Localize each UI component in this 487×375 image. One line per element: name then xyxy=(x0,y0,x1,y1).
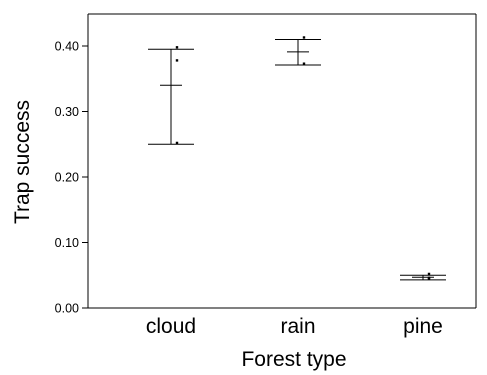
plot-frame xyxy=(88,14,476,308)
data-points xyxy=(176,36,430,279)
y-axis-ticks: 0.00 0.10 0.20 0.30 0.40 xyxy=(55,40,88,316)
y-tick-label: 0.00 xyxy=(55,302,79,316)
x-category-label: cloud xyxy=(146,315,196,338)
data-point-cloud xyxy=(176,59,178,61)
y-tick-label: 0.10 xyxy=(55,236,79,250)
y-tick-label: 0.30 xyxy=(55,105,79,119)
y-tick-label: 0.20 xyxy=(55,171,79,185)
data-point-rain xyxy=(303,36,305,38)
x-axis-category-labels: cloud rain pine xyxy=(146,315,443,338)
error-bar-pine xyxy=(400,275,446,280)
x-category-label: rain xyxy=(280,315,315,338)
data-point-cloud xyxy=(176,142,178,144)
y-tick-label: 0.40 xyxy=(55,40,79,54)
error-bar-rain xyxy=(275,39,321,65)
x-category-label: pine xyxy=(403,315,443,338)
y-axis-title: Trap success xyxy=(11,100,34,224)
error-bar-cloud xyxy=(148,49,194,144)
data-point-cloud xyxy=(176,46,178,48)
error-bars xyxy=(148,39,446,279)
data-point-pine xyxy=(428,273,430,275)
data-point-pine xyxy=(428,277,430,279)
x-axis-title: Forest type xyxy=(241,348,346,371)
data-point-rain xyxy=(303,62,305,64)
